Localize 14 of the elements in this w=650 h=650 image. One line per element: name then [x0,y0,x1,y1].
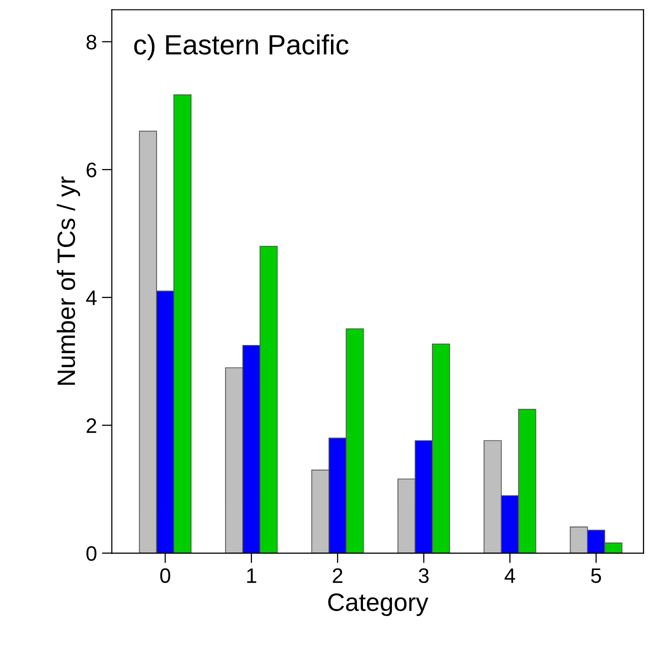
x-tick-label: 3 [418,568,429,584]
x-tick-label: 2 [332,568,342,583]
y-tick-label: 2 [86,418,96,433]
x-tick-label: 5 [591,568,602,584]
y-tick-label: 0 [86,546,96,561]
x-tick-label: 0 [160,568,170,584]
x-tick-label: 4 [504,568,516,583]
text: c) Eastern Pacific [134,34,348,60]
y-tick-label: 6 [86,162,96,178]
y-axis-title: Number of TCs / yr [56,176,80,385]
x-tick-label: 1 [247,568,256,583]
x-axis-title: Category [328,593,428,616]
y-tick-label: 4 [86,290,97,305]
y-tick-label: 8 [86,34,96,50]
